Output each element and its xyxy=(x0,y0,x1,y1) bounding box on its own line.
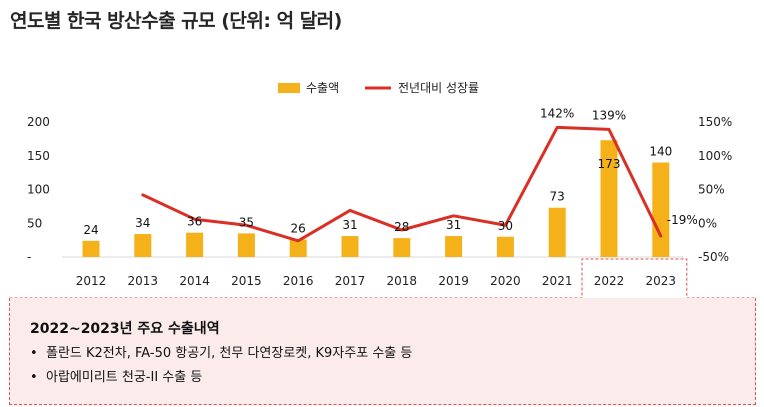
x-tick-label: 2018 xyxy=(387,274,418,288)
axes: 200 150 100 50 - 150% 100% 50% 0% -50% 2012 2013 201… xyxy=(27,115,732,288)
bar-value-label: 30 xyxy=(498,219,513,233)
bar xyxy=(82,240,100,257)
bar-value-label: 28 xyxy=(394,220,409,234)
x-tick-label: 2014 xyxy=(179,274,210,288)
notes-list: • 폴란드 K2전차, FA-50 항공기, 천무 다연장로켓, K9자주포 수출… xyxy=(30,342,412,390)
legend-bar-swatch xyxy=(278,83,300,93)
notes-item: • 아랍에미리트 천궁-II 수출 등 xyxy=(30,366,412,390)
y-left-tick-label: 50 xyxy=(27,216,42,230)
bar-value-label: 73 xyxy=(550,190,565,204)
x-tick-label: 2017 xyxy=(335,274,366,288)
y-right-tick-label: 150% xyxy=(698,115,732,129)
bar xyxy=(186,232,204,257)
legend-bar-label: 수출액 xyxy=(306,81,339,95)
x-tick-label: 2022 xyxy=(594,274,625,288)
bars xyxy=(82,140,670,257)
growth-line xyxy=(141,125,663,243)
bar-value-label: 173 xyxy=(598,157,621,171)
y-right-tick-label: 100% xyxy=(698,149,732,163)
x-tick-label: 2016 xyxy=(283,274,314,288)
bar xyxy=(600,140,618,257)
bar xyxy=(134,234,152,257)
y-left-tick-label: - xyxy=(27,250,31,264)
y-left-tick-label: 100 xyxy=(27,183,50,197)
bar-value-label: 140 xyxy=(649,145,672,159)
y-left-tick-label: 150 xyxy=(27,149,50,163)
bar xyxy=(289,239,307,257)
bar xyxy=(496,236,514,257)
bar xyxy=(652,162,670,257)
x-tick-label: 2020 xyxy=(490,274,521,288)
notes-item-text: 아랍에미리트 천궁-II 수출 등 xyxy=(46,370,203,385)
x-tick-label: 2023 xyxy=(646,274,677,288)
x-tick-label: 2012 xyxy=(76,274,107,288)
notes-item-text: 폴란드 K2전차, FA-50 항공기, 천무 다연장로켓, K9자주포 수출 … xyxy=(46,346,413,361)
bullet: • xyxy=(30,370,38,385)
growth-value-label: 139% xyxy=(592,108,626,122)
data-labels: 24 34 36 35 26 31 28 31 30 73 173 140 142% 139% -19% xyxy=(83,106,697,236)
y-left-tick-label: 200 xyxy=(27,115,50,129)
bar-value-label: 34 xyxy=(135,216,150,230)
bar-value-label: 26 xyxy=(291,221,306,235)
export-chart: 수출액 전년대비 성장률 200 150 100 50 - 150% 100% 50% 0% -50… xyxy=(9,81,756,299)
notes-title: 2022~2023년 주요 수출내역 xyxy=(30,321,220,337)
bar xyxy=(393,238,411,257)
legend-line-label: 전년대비 성장률 xyxy=(398,81,479,95)
growth-line-path xyxy=(141,125,663,243)
x-tick-label: 2013 xyxy=(128,274,159,288)
bar-value-label: 36 xyxy=(187,215,202,229)
bar-value-label: 35 xyxy=(239,215,254,229)
bar xyxy=(341,236,359,257)
x-tick-label: 2019 xyxy=(438,274,469,288)
bar-value-label: 31 xyxy=(446,218,461,232)
y-right-tick-label: -50% xyxy=(698,250,729,264)
bullet: • xyxy=(30,346,38,361)
bar xyxy=(237,233,255,257)
notes-panel: 2022~2023년 주요 수출내역 • 폴란드 K2전차, FA-50 항공기,… xyxy=(9,298,756,405)
y-right-tick-label: 50% xyxy=(698,183,725,197)
notes-item: • 폴란드 K2전차, FA-50 항공기, 천무 다연장로켓, K9자주포 수출… xyxy=(30,342,412,366)
x-tick-label: 2015 xyxy=(231,274,262,288)
x-tick-label: 2021 xyxy=(542,274,573,288)
bar-value-label: 24 xyxy=(83,223,98,237)
highlight-outline xyxy=(9,258,756,299)
bar-value-label: 31 xyxy=(342,218,357,232)
bar xyxy=(445,236,463,257)
growth-value-label: 142% xyxy=(540,106,574,120)
bar xyxy=(548,207,566,257)
chart-title: 연도별 한국 방산수출 규모 (단위: 억 달러) xyxy=(10,10,342,32)
y-right-tick-label: 0% xyxy=(698,216,717,230)
growth-value-label: -19% xyxy=(667,213,698,227)
highlight-box xyxy=(9,258,756,299)
legend: 수출액 전년대비 성장률 xyxy=(278,81,479,95)
